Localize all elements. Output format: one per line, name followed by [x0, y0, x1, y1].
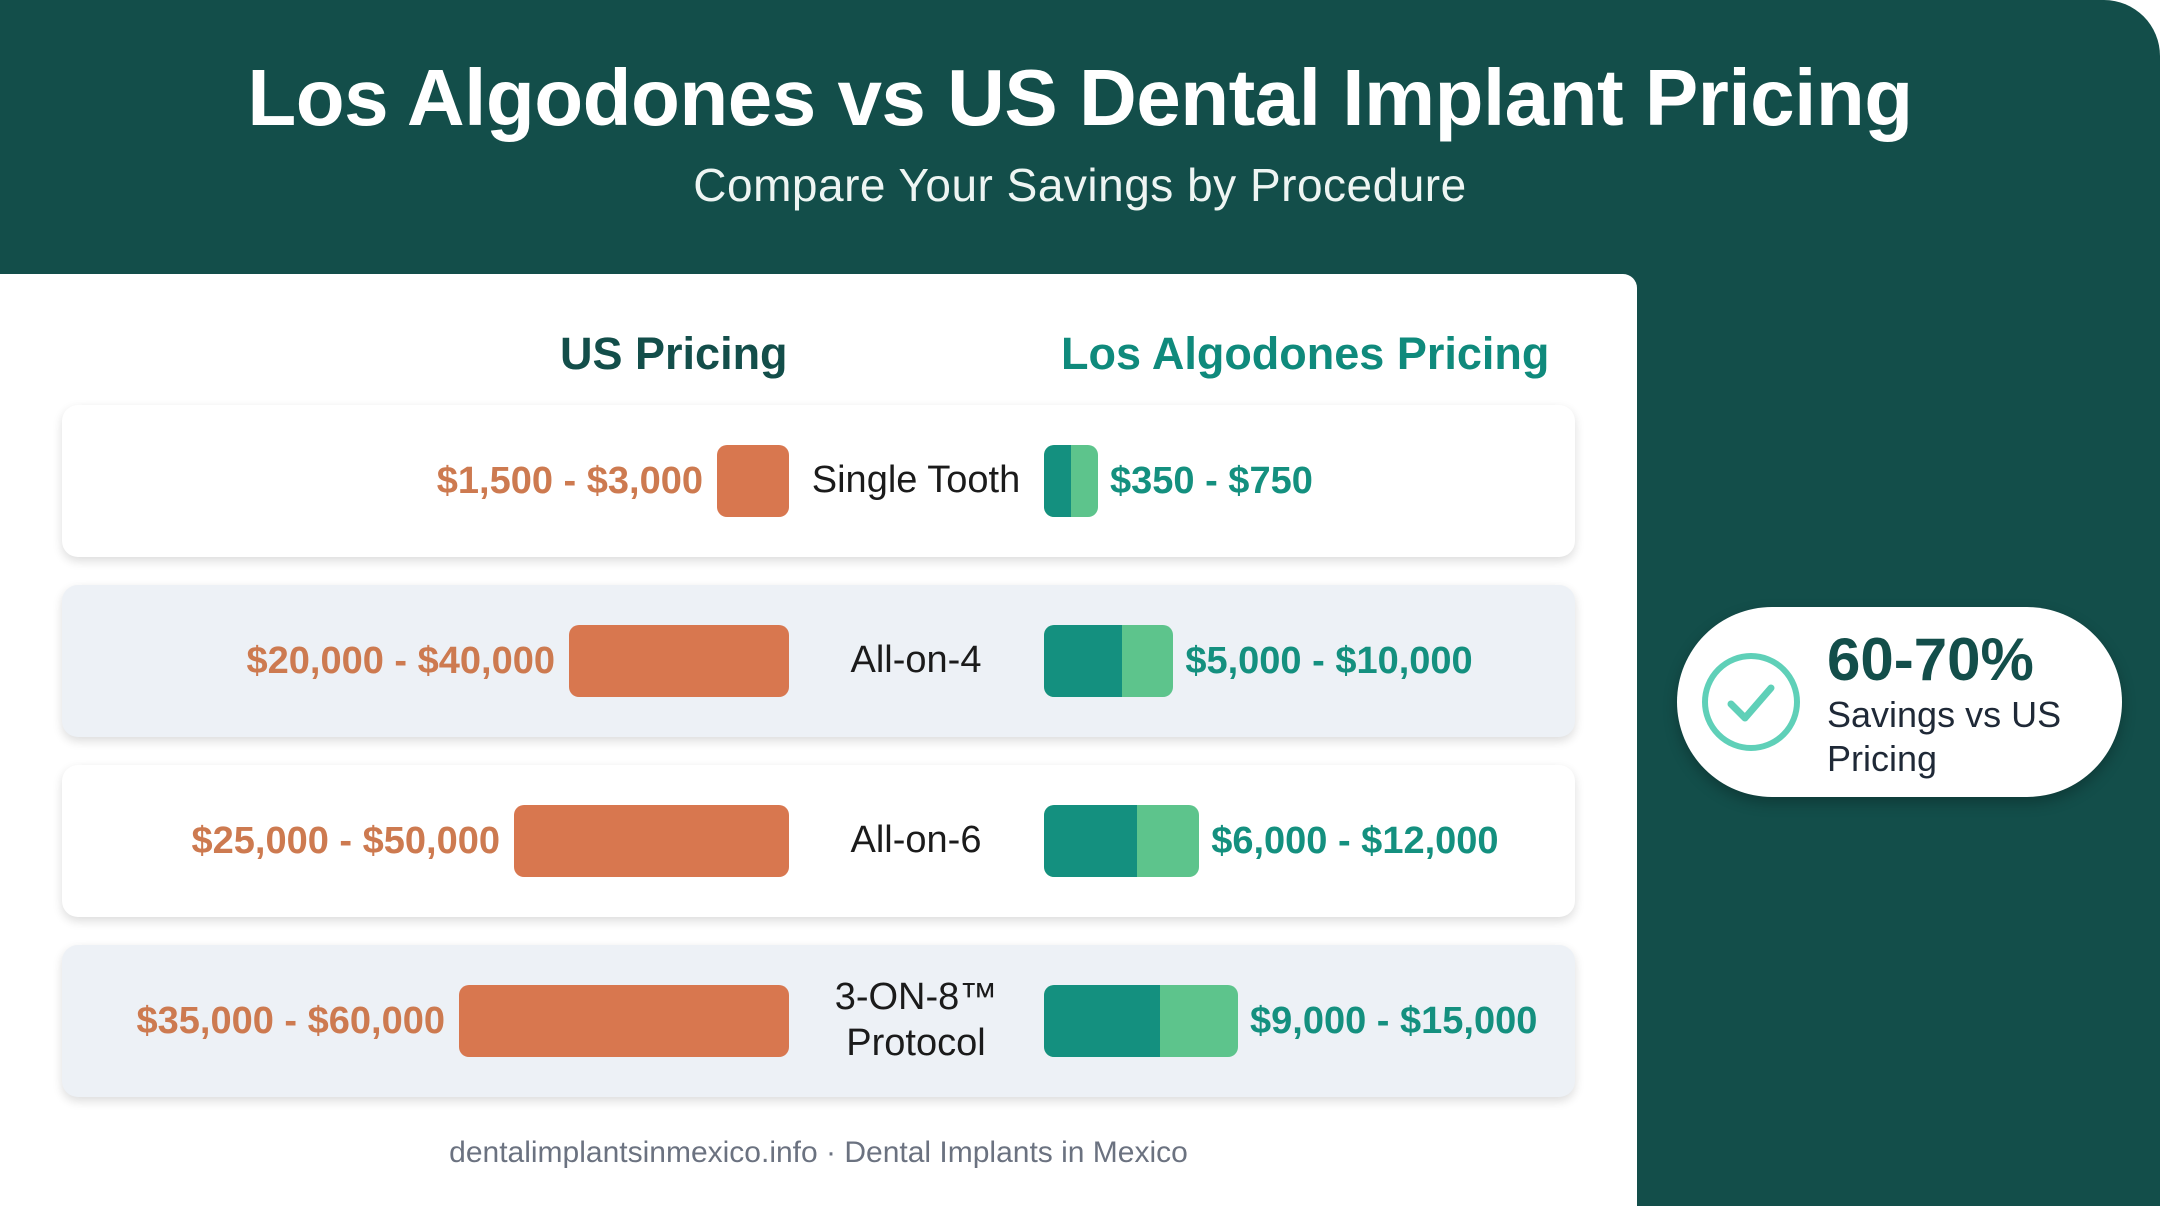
procedure-label: All-on-4: [850, 639, 982, 682]
pricing-row: [62, 945, 1575, 1097]
los-algodones-price-label: $6,000 - $12,000: [1211, 819, 1499, 862]
us-pricing-column-header: US Pricing: [560, 328, 788, 379]
page-title: Los Algodones vs US Dental Implant Prici…: [247, 53, 1913, 142]
pricing-row: [62, 405, 1575, 557]
los-algodones-price-bar-low: [1044, 625, 1122, 697]
procedure-label: Single Tooth: [811, 459, 1021, 502]
us-price-bar: [514, 805, 789, 877]
los-algodones-price-bar-low: [1044, 445, 1071, 517]
pricing-row: [62, 585, 1575, 737]
los-algodones-price-bar: [1044, 805, 1200, 877]
pricing-row: [62, 765, 1575, 917]
los-algodones-price-label: $5,000 - $10,000: [1185, 639, 1473, 682]
los-algodones-price-bar: [1044, 445, 1098, 517]
los-algodones-pricing-column-header: Los Algodones Pricing: [1061, 328, 1550, 379]
us-price-bar: [459, 985, 789, 1057]
los-algodones-price-bar-low: [1044, 805, 1137, 877]
us-price-label: $20,000 - $40,000: [246, 639, 556, 682]
us-price-label: $25,000 - $50,000: [191, 819, 501, 862]
check-circle-icon: [1702, 653, 1800, 751]
los-algodones-price-bar: [1044, 625, 1174, 697]
los-algodones-price-label: $9,000 - $15,000: [1250, 999, 1538, 1042]
los-algodones-price-bar-low: [1044, 985, 1160, 1057]
footer-source: dentalimplantsinmexico.info · Dental Imp…: [449, 1136, 1188, 1169]
procedure-label: 3-ON-8™ Protocol: [834, 976, 998, 1064]
procedure-label: All-on-6: [850, 819, 982, 862]
us-price-label: $35,000 - $60,000: [136, 999, 446, 1042]
us-price-bar: [569, 625, 789, 697]
savings-value: 60-70%: [1827, 626, 2034, 693]
savings-badge: 60-70% Savings vs US Pricing: [1677, 607, 2122, 797]
us-price-bar: [717, 445, 789, 517]
los-algodones-price-label: $350 - $750: [1110, 459, 1313, 502]
savings-caption: Savings vs US Pricing: [1827, 694, 2062, 779]
us-price-label: $1,500 - $3,000: [436, 459, 703, 502]
page-subtitle: Compare Your Savings by Procedure: [693, 159, 1467, 211]
los-algodones-price-bar: [1044, 985, 1238, 1057]
